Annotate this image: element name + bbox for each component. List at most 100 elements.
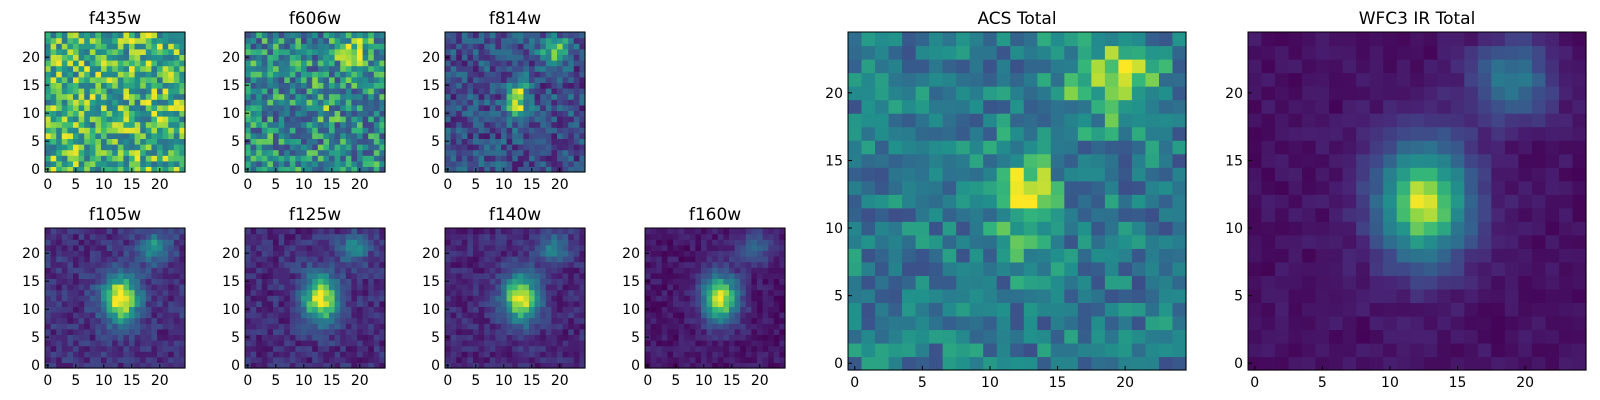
heatmap-cell	[1172, 315, 1187, 331]
heatmap-cell	[151, 289, 158, 296]
heatmap-cell	[256, 239, 263, 246]
heatmap-cell	[162, 233, 169, 240]
heatmap-cell	[768, 356, 775, 363]
heatmap-cell	[250, 328, 257, 335]
heatmap-cell	[848, 275, 863, 290]
heatmap-cell	[295, 155, 302, 162]
x-tick-label: 20	[751, 373, 769, 389]
heatmap-cell	[695, 362, 702, 369]
heatmap-cell	[267, 356, 274, 363]
heatmap-cell	[278, 166, 285, 173]
heatmap-cell	[512, 239, 519, 246]
heatmap-cell	[495, 88, 502, 95]
heatmap-cell	[529, 267, 536, 274]
heatmap-cell	[334, 160, 341, 167]
heatmap-cell	[579, 166, 586, 173]
heatmap-image	[445, 228, 586, 369]
heatmap-cell	[106, 32, 113, 39]
heatmap-cell	[689, 312, 696, 319]
heatmap-cell	[501, 300, 508, 307]
heatmap-cell	[89, 37, 96, 44]
heatmap-cell	[67, 43, 74, 50]
heatmap-cell	[445, 328, 452, 335]
heatmap-cell	[579, 32, 586, 39]
heatmap-cell	[362, 272, 369, 279]
heatmap-cell	[179, 144, 186, 151]
heatmap-cell	[379, 76, 386, 83]
heatmap-cell	[484, 244, 491, 251]
heatmap-cell	[706, 312, 713, 319]
heatmap-cell	[245, 233, 252, 240]
heatmap-cell	[256, 312, 263, 319]
heatmap-cell	[551, 261, 558, 268]
heatmap-cell	[351, 312, 358, 319]
heatmap-cell	[667, 345, 674, 352]
heatmap-cell	[768, 334, 775, 341]
heatmap-cell	[540, 149, 547, 156]
heatmap-cell	[568, 233, 575, 240]
heatmap-cell	[768, 351, 775, 358]
heatmap-cell	[145, 127, 152, 134]
heatmap-cell	[529, 340, 536, 347]
heatmap-cell	[568, 144, 575, 151]
heatmap-cell	[334, 76, 341, 83]
heatmap-cell	[848, 126, 863, 141]
heatmap-cell	[1077, 288, 1092, 303]
heatmap-cell	[456, 99, 463, 106]
heatmap-cell	[261, 144, 268, 151]
heatmap-cell	[145, 351, 152, 358]
heatmap-cell	[117, 127, 124, 134]
heatmap-cell	[762, 300, 769, 307]
heatmap-cell	[489, 267, 496, 274]
heatmap-cell	[273, 149, 280, 156]
heatmap-cell	[706, 256, 713, 263]
heatmap-cell	[357, 250, 364, 257]
heatmap-cell	[478, 356, 485, 363]
heatmap-cell	[306, 54, 313, 61]
heatmap-cell	[140, 48, 147, 55]
heatmap-cell	[106, 116, 113, 123]
heatmap-cell	[734, 345, 741, 352]
heatmap-cell	[261, 116, 268, 123]
heatmap-cell	[478, 99, 485, 106]
heatmap-cell	[362, 32, 369, 39]
heatmap-cell	[317, 244, 324, 251]
heatmap-cell	[942, 288, 957, 303]
heatmap-cell	[467, 93, 474, 100]
heatmap-cell	[461, 88, 468, 95]
heatmap-cell	[379, 132, 386, 139]
heatmap-cell	[445, 267, 452, 274]
heatmap-cell	[312, 340, 319, 347]
heatmap-cell	[489, 356, 496, 363]
heatmap-cell	[456, 278, 463, 285]
heatmap-cell	[545, 116, 552, 123]
x-tick-label: 10	[295, 177, 313, 193]
heatmap-cell	[1050, 302, 1065, 317]
heatmap-cell	[362, 71, 369, 78]
heatmap-cell	[173, 328, 180, 335]
heatmap-cell	[273, 48, 280, 55]
heatmap-cell	[106, 99, 113, 106]
heatmap-cell	[61, 110, 68, 117]
heatmap-cell	[579, 132, 586, 139]
heatmap-cell	[140, 60, 147, 67]
heatmap-cell	[312, 116, 319, 123]
heatmap-cell	[351, 76, 358, 83]
heatmap-cell	[351, 300, 358, 307]
heatmap-cell	[506, 345, 513, 352]
heatmap-cell	[568, 289, 575, 296]
heatmap-cell	[84, 110, 91, 117]
heatmap-cell	[517, 71, 524, 78]
heatmap-cell	[129, 104, 136, 111]
heatmap-cell	[506, 65, 513, 72]
heatmap-cell	[157, 256, 164, 263]
heatmap-cell	[501, 278, 508, 285]
heatmap-cell	[50, 60, 57, 67]
heatmap-cell	[1131, 342, 1147, 358]
heatmap-cell	[379, 334, 386, 341]
heatmap-cell	[450, 340, 457, 347]
heatmap-cell	[1172, 153, 1187, 168]
heatmap-cell	[134, 334, 141, 341]
heatmap-cell	[117, 32, 124, 39]
heatmap-cell	[701, 356, 708, 363]
